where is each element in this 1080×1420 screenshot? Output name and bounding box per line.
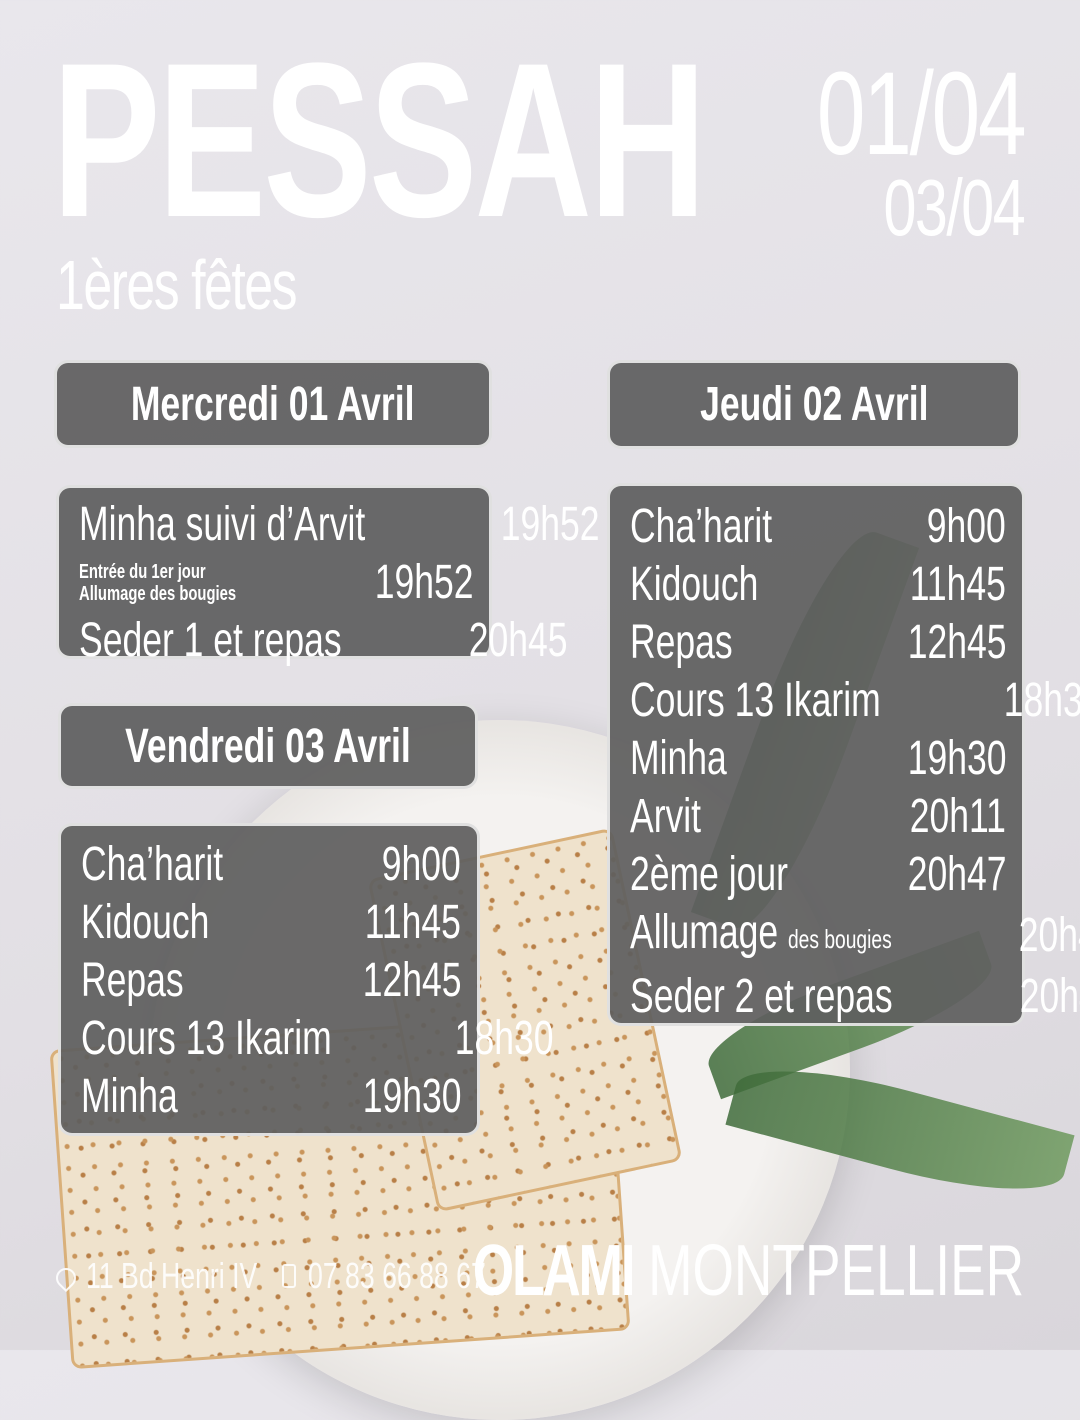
location-pin-icon [51, 1263, 81, 1293]
list-item: Allumage des bougies20h47 [630, 906, 1080, 962]
day-header-thursday: Jeudi 02 Avril [607, 360, 1021, 449]
list-item: Kidouch 11h45 [81, 896, 461, 949]
phone: 07 83 66 88 67 [282, 1255, 548, 1297]
day-header-wednesday: Mercredi 01 Avril [54, 360, 492, 448]
logo: OLAMI MONTPELLIER [472, 1231, 1024, 1311]
list-item: Arvit 20h11 [630, 790, 1006, 843]
list-item: Repas 12h45 [630, 616, 1006, 669]
phone-icon [282, 1264, 296, 1288]
date-end: 03/04 [883, 163, 1025, 252]
page-subtitle: 1ères fêtes [56, 246, 297, 324]
schedule-wednesday: Minha suivi d’Arvit 19h52 Entrée du 1er j… [56, 485, 600, 667]
list-item: Repas 12h45 [81, 954, 461, 1007]
list-item: Cha’harit 9h00 [81, 838, 461, 891]
list-item: Seder 1 et repas 20h45 [79, 614, 568, 667]
page-title: PESSAH [52, 17, 707, 263]
address: 11 Bd Henri IV [51, 1255, 317, 1297]
list-item: Minha suivi d’Arvit 19h52 [79, 498, 600, 551]
schedule-friday: Cha’harit 9h00 Kidouch 11h45 Repas 12h45 Co… [58, 823, 554, 1136]
list-item: Seder 2 et repas20h47 [630, 970, 1080, 1023]
list-item: Entrée du 1er jour Allumage des bougies 19… [79, 556, 473, 609]
day-header-friday: Vendredi 03 Avril [58, 703, 478, 789]
schedule-thursday: Cha’harit 9h00 Kidouch 11h45 Repas 12h45 Co… [607, 483, 1080, 1026]
list-item: Kidouch 11h45 [630, 558, 1006, 611]
date-start: 01/04 [816, 48, 1027, 180]
list-item: Cha’harit 9h00 [630, 500, 1006, 553]
list-item: 2ème jour 20h47 [630, 848, 1006, 901]
list-item: Minha 19h30 [630, 732, 1006, 785]
list-item: Minha 19h30 [81, 1070, 461, 1123]
